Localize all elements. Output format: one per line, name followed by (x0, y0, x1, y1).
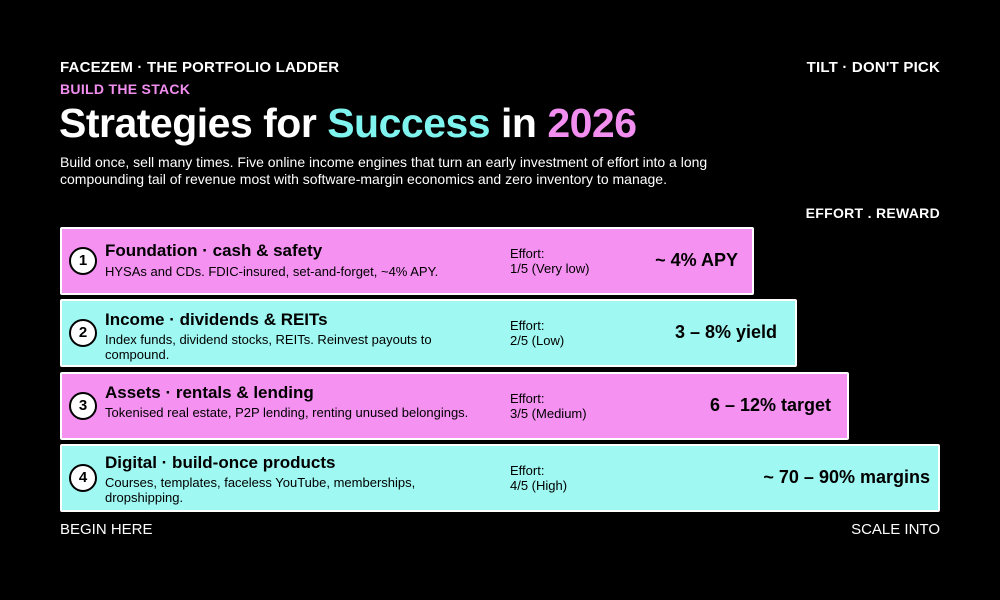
rung-number-badge: 2 (69, 319, 97, 347)
title-part-2: Success (327, 100, 491, 146)
effort-reward-label: EFFORT . REWARD (805, 205, 940, 221)
effort-label: Effort: (510, 391, 545, 406)
rung-number-badge: 3 (69, 392, 97, 420)
rung-description: Courses, templates, faceless YouTube, me… (105, 475, 416, 505)
kicker-label: BUILD THE STACK (60, 81, 191, 97)
begin-here-label: BEGIN HERE (60, 521, 153, 538)
rung-reward: 3 – 8% yield (674, 322, 777, 342)
effort-value: 1/5 (Very low) (510, 261, 590, 276)
effort-label: Effort: (510, 246, 545, 261)
ladder-rung-4: 4 Digital · build-once products Courses,… (60, 444, 940, 512)
effort-value: 4/5 (High) (510, 478, 568, 493)
title-part-1: Strategies for (59, 100, 328, 146)
page-title: Strategies for Success in 2026 (59, 100, 637, 147)
rung-effort: Effort: 4/5 (High) (510, 463, 567, 493)
rung-name: Income · dividends & REITs (105, 310, 328, 329)
rung-reward: ~ 4% APY (655, 250, 738, 270)
rung-description: Tokenised real estate, P2P lending, rent… (105, 405, 469, 420)
ladder-rung-2: 2 Income · dividends & REITs Index funds… (60, 299, 797, 367)
rung-number-badge: 4 (69, 464, 97, 492)
rung-name: Digital · build-once products (105, 453, 336, 472)
effort-value: 2/5 (Low) (510, 333, 565, 348)
rung-description: HYSAs and CDs. FDIC-insured, set-and-for… (105, 264, 439, 279)
title-part-3: in (490, 100, 548, 146)
rung-effort: Effort: 2/5 (Low) (510, 318, 564, 348)
rung-description: Index funds, dividend stocks, REITs. Rei… (105, 332, 432, 362)
rung-reward: ~ 70 – 90% margins (763, 467, 930, 487)
scale-into-label: SCALE INTO (851, 521, 940, 538)
ladder-rung-3: 3 Assets · rentals & lending Tokenised r… (60, 372, 849, 440)
ladder-rung-1: 1 Foundation · cash & safety HYSAs and C… (60, 227, 754, 295)
subtitle: Build once, sell many times. Five online… (60, 154, 708, 187)
effort-label: Effort: (510, 318, 545, 333)
rung-name: Assets · rentals & lending (105, 383, 314, 402)
effort-value: 3/5 (Medium) (510, 406, 587, 421)
rung-effort: Effort: 1/5 (Very low) (510, 246, 589, 276)
title-part-4: 2026 (547, 100, 637, 146)
tagline-label: TILT · DON'T PICK (806, 59, 940, 76)
effort-label: Effort: (510, 463, 545, 478)
rung-number-badge: 1 (69, 247, 97, 275)
rung-effort: Effort: 3/5 (Medium) (510, 391, 587, 421)
rung-name: Foundation · cash & safety (105, 241, 323, 260)
brand-label: FACEZEM · THE PORTFOLIO LADDER (60, 59, 340, 76)
rung-reward: 6 – 12% target (709, 395, 831, 415)
